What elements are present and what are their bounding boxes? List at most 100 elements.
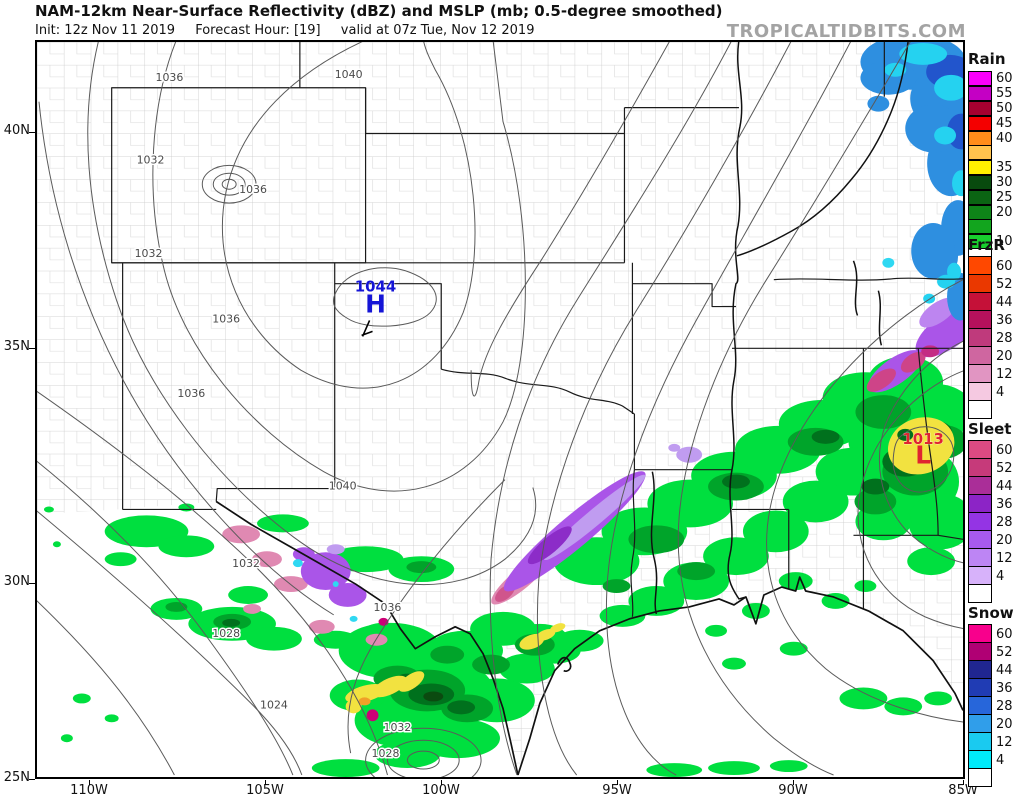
lat-tick <box>29 348 35 349</box>
legend-row: 60 <box>968 624 1014 643</box>
lat-label-30N: 30N <box>3 574 30 589</box>
legend-value: 30 <box>996 175 1013 190</box>
reflectivity-orange <box>358 697 371 706</box>
galveston-bay <box>556 656 572 672</box>
isobar-label: 1028 <box>212 627 240 640</box>
yellow-core-dot <box>897 428 914 441</box>
isobars <box>37 42 963 777</box>
legend-swatch <box>968 100 992 116</box>
watermark: TROPICALTIDBITS.COM <box>726 21 966 42</box>
cyan-specks <box>292 257 895 622</box>
run-info: Init: 12z Nov 11 2019 Forecast Hour: [19… <box>35 23 550 38</box>
legend-row <box>968 219 1013 234</box>
legend-value: 45 <box>996 116 1013 131</box>
lat-tick <box>29 132 35 133</box>
high-pressure-symbol: H <box>365 290 386 319</box>
legend-swatch <box>968 732 992 751</box>
gulf-coastline <box>517 576 963 776</box>
legend-row: 36 <box>968 310 1013 329</box>
legend-swatch <box>968 159 992 175</box>
legend-swatch <box>968 219 992 234</box>
isobar-label: 1036 <box>155 71 183 84</box>
legend-swatch <box>968 256 992 275</box>
init-time: Init: 12z Nov 11 2019 <box>35 23 176 38</box>
legend-swatch <box>968 548 992 567</box>
legend-row: 60 <box>968 440 1013 459</box>
legend-row: 4 <box>968 750 1014 769</box>
lat-tick <box>29 583 35 584</box>
legend-value: 52 <box>996 460 1013 476</box>
legend-swatch <box>968 440 992 459</box>
legend-value: 10 <box>996 234 1013 249</box>
low-pressure-symbol: L <box>915 441 931 470</box>
isobar-label: 1040 <box>335 68 363 81</box>
legend-row: 28 <box>968 696 1014 715</box>
legend-section-title: Rain <box>968 50 1006 68</box>
legend-row: 44 <box>968 660 1014 679</box>
legend-section-title: Sleet <box>968 420 1012 438</box>
legend-swatch <box>968 660 992 679</box>
legend-value: 40 <box>996 131 1013 146</box>
legend-value: 52 <box>996 276 1013 292</box>
legend-value: 36 <box>996 312 1013 328</box>
isobar-label: 1036 <box>212 312 240 325</box>
legend-row: 55 <box>968 85 1013 101</box>
isobar-label: 1032 <box>232 557 260 570</box>
lon-tick <box>963 780 964 785</box>
legend-value: 20 <box>996 716 1013 732</box>
snow-shading <box>860 42 963 321</box>
legend-value: 36 <box>996 680 1013 696</box>
legend-row: 12 <box>968 732 1014 751</box>
low-pressure-value: 1013 <box>902 430 944 448</box>
legend-swatch <box>968 70 992 86</box>
legend-row: 45 <box>968 115 1013 131</box>
legend-row <box>968 400 1013 419</box>
legend-row: 52 <box>968 458 1013 477</box>
legend-value: 4 <box>996 384 1005 400</box>
legend-value: 28 <box>996 698 1013 714</box>
legend-swatch <box>968 328 992 347</box>
legend-row <box>968 768 1014 787</box>
lon-tick <box>793 780 794 785</box>
legend-row: 28 <box>968 328 1013 347</box>
legend-value: 44 <box>996 294 1013 310</box>
legend-row: 44 <box>968 476 1013 495</box>
isobar-label: 1032 <box>137 153 165 166</box>
legend-swatch <box>968 476 992 495</box>
legend-value: 60 <box>996 626 1013 642</box>
legend-row: 36 <box>968 494 1013 513</box>
isobar-label: 1028 <box>372 747 400 760</box>
legend-value: 20 <box>996 532 1013 548</box>
lon-tick <box>265 780 266 785</box>
legend-value: 12 <box>996 734 1013 750</box>
lon-label-105W: 105W <box>246 783 284 798</box>
legend-swatch <box>968 566 992 585</box>
legend-swatch <box>968 85 992 101</box>
legend-value: 60 <box>996 71 1013 86</box>
legend-value: 55 <box>996 86 1013 101</box>
legend-swatch <box>968 584 992 603</box>
rio-grande <box>215 500 519 776</box>
map-canvas: 1036 1040 1032 1036 1032 1036 1036 1040 1032 1036… <box>35 40 965 779</box>
isobar-label: 1036 <box>374 601 402 614</box>
gulf-blank <box>517 577 963 777</box>
legend-value: 12 <box>996 366 1013 382</box>
high-pressure-value: 1044 <box>355 278 397 296</box>
legend-row: 12 <box>968 548 1013 567</box>
legend-swatch <box>968 274 992 293</box>
lat-label-25N: 25N <box>3 770 30 785</box>
valid-time: valid at 07z Tue, Nov 12 2019 <box>340 23 535 38</box>
legend-swatch <box>968 130 992 146</box>
legend-value: 4 <box>996 568 1005 584</box>
legend-value: 60 <box>996 258 1013 274</box>
legend-value: 36 <box>996 496 1013 512</box>
isobar-label: 1036 <box>239 183 267 196</box>
lon-label-110W: 110W <box>70 783 108 798</box>
legend-section-frzr: FrzR 60 52 44 36 28 20 12 4 <box>968 236 1013 419</box>
legend-section-title: FrzR <box>968 236 1005 254</box>
legend-row: 20 <box>968 204 1013 220</box>
legend-value: 44 <box>996 662 1013 678</box>
legend-swatch <box>968 750 992 769</box>
legend-value: 20 <box>996 348 1013 364</box>
legend-value: 4 <box>996 752 1005 768</box>
